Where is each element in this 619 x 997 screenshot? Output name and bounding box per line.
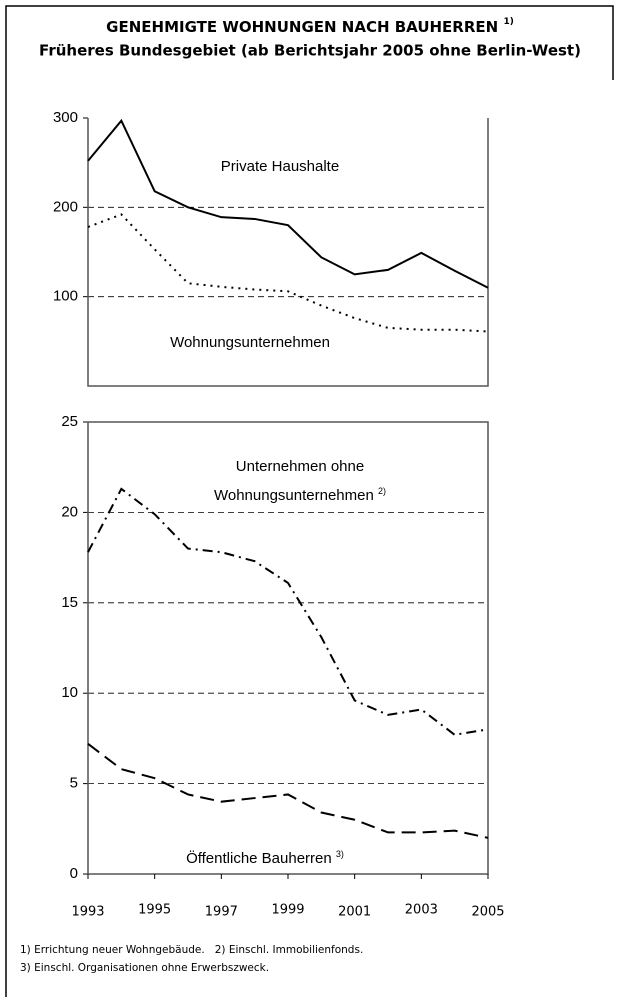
y-tick-label: 5 [70, 775, 78, 792]
x-tick-label: 1997 [205, 905, 238, 920]
series-name: Wohnungsunternehmen [170, 333, 330, 351]
x-tick-label: 2005 [471, 905, 504, 920]
footnote: 1) Errichtung neuer Wohngebäude. 2) Eins… [20, 944, 363, 956]
x-tick-label: 2003 [405, 903, 438, 918]
plot-frame [87, 118, 489, 387]
series-name: Öffentliche Bauherren [186, 849, 332, 867]
y-tick-label: 10 [61, 684, 78, 701]
x-tick-label: 1993 [71, 905, 104, 920]
y-tick-label: 15 [61, 594, 78, 611]
series-line [87, 743, 489, 839]
y-tick-label: 200 [53, 198, 78, 215]
y-tick-label: 25 [61, 413, 78, 430]
x-tick-label: 2001 [338, 905, 371, 920]
series-name: Private Haushalte [220, 157, 340, 175]
series-line [87, 118, 489, 289]
series-label: Private Haushalte [170, 154, 390, 179]
y-tick-label: 300 [53, 109, 78, 126]
chart-title: GENEHMIGTE WOHNUNGEN NACH BAUHERREN 1) [106, 17, 514, 36]
x-tick-label: 1995 [138, 903, 171, 918]
series-label: Unternehmen ohne Wohnungsunternehmen 2) [190, 454, 410, 508]
series-label: Öffentliche Bauherren 3) [155, 842, 375, 871]
series-name: Unternehmen ohne Wohnungsunternehmen [213, 458, 374, 504]
series-label: Wohnungsunternehmen [140, 330, 360, 355]
footnote: 3) Einschl. Organisationen ohne Erwerbsz… [20, 962, 269, 974]
series-note: 2) [378, 486, 387, 496]
x-tick-label: 1999 [271, 903, 304, 918]
y-tick-label: 0 [70, 865, 78, 882]
chart-subtitle: Früheres Bundesgebiet (ab Berichtsjahr 2… [39, 42, 581, 60]
y-tick-label: 20 [61, 503, 78, 520]
frame [5, 5, 614, 997]
series-line [87, 487, 489, 736]
series-note: 3) [335, 848, 344, 859]
y-tick-label: 100 [53, 288, 78, 305]
series-line [87, 213, 489, 333]
